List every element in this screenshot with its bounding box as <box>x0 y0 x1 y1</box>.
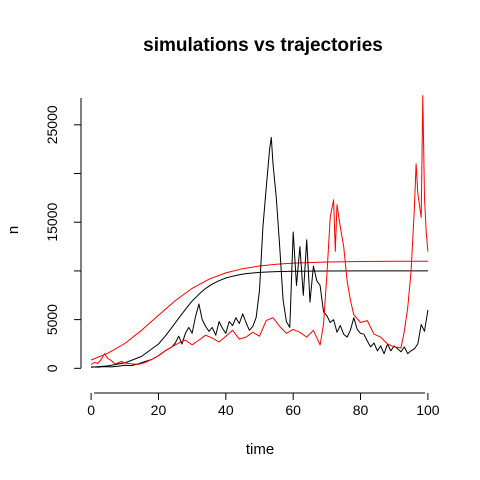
y-tick-label: 15000 <box>44 203 60 242</box>
x-tick-label: 80 <box>353 402 369 418</box>
plot-area <box>91 96 428 368</box>
y-tick-label: 0 <box>44 364 60 372</box>
x-tick-label: 0 <box>87 402 95 418</box>
y-axis-label: n <box>5 226 22 234</box>
x-axis-ticks: 0 20 40 60 80 100 <box>87 393 440 418</box>
x-tick-label: 20 <box>151 402 167 418</box>
y-axis-ticks: 0 5000 15000 25000 <box>44 105 81 372</box>
chart-title: simulations vs trajectories <box>143 35 383 56</box>
y-tick-label: 25000 <box>44 105 60 144</box>
series-line-3 <box>91 138 428 368</box>
series-line-2 <box>91 261 428 360</box>
x-axis-label: time <box>246 441 274 458</box>
series-layer <box>91 96 428 368</box>
series-line-4 <box>91 96 428 365</box>
x-tick-label: 100 <box>416 402 440 418</box>
x-tick-label: 40 <box>218 402 234 418</box>
x-tick-label: 60 <box>285 402 301 418</box>
y-tick-label: 5000 <box>44 304 60 335</box>
